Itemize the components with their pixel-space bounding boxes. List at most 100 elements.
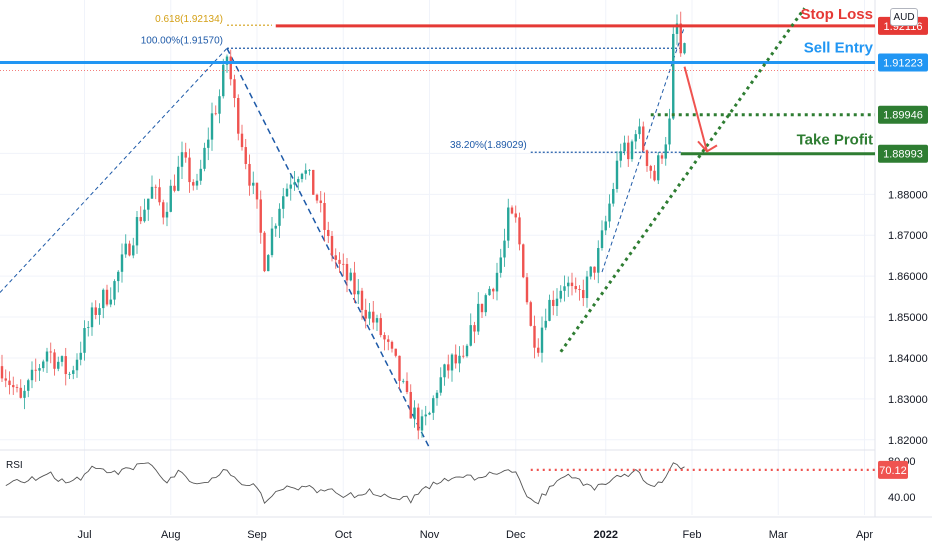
candle-body <box>338 259 341 264</box>
time-tick-label: Sep <box>247 529 267 541</box>
candle-body <box>188 157 191 183</box>
candle-body <box>597 248 600 273</box>
candle-body <box>98 308 101 315</box>
candle-body <box>537 347 540 353</box>
candle-body <box>510 207 514 214</box>
candle-body <box>165 211 169 218</box>
rsi-title: RSI <box>6 460 23 471</box>
candle-body <box>623 142 626 152</box>
candle-body <box>499 257 502 273</box>
candle-body <box>135 217 139 246</box>
candle-body <box>533 325 536 348</box>
candle-body <box>300 173 304 180</box>
currency-button[interactable]: AUD <box>890 8 918 26</box>
candle-body <box>184 152 187 158</box>
candle-body <box>424 414 427 417</box>
candle-body <box>192 182 195 186</box>
candle-body <box>544 320 547 328</box>
candle-body <box>282 196 285 209</box>
price-tag <box>878 105 928 124</box>
candle-body <box>630 141 634 160</box>
candle-body <box>323 203 326 230</box>
candle-body <box>375 318 379 323</box>
time-tick-label: Jul <box>77 529 91 541</box>
candle-body <box>462 355 465 357</box>
sell-arrow-shaft <box>683 66 708 152</box>
candle-body <box>383 335 386 340</box>
candle-body <box>102 289 105 309</box>
candle-body <box>45 351 49 362</box>
candle-body <box>68 373 71 375</box>
candle-body <box>150 186 154 199</box>
candle-body <box>83 328 86 353</box>
candle-body <box>405 380 409 392</box>
candle-body <box>308 169 311 171</box>
candle-body <box>664 144 667 159</box>
candle-body <box>394 348 397 356</box>
time-tick-label: Oct <box>335 529 352 541</box>
candle-body <box>64 356 67 375</box>
candle-body <box>53 352 56 369</box>
time-tick-label: Apr <box>856 529 873 541</box>
candle-body <box>552 299 555 306</box>
candle-body <box>263 232 266 272</box>
fib-382-label: 38.20%(1.89029) <box>450 140 527 151</box>
candle-body <box>353 272 356 295</box>
candle-body <box>357 290 360 295</box>
fib-100-label: 100.00%(1.91570) <box>141 35 223 46</box>
candle-body <box>34 369 37 371</box>
candle-body <box>173 185 176 191</box>
candle-body <box>72 370 75 374</box>
candle-body <box>19 387 22 398</box>
time-axis: Jul Aug Sep Oct Nov Dec 2022 Feb Mar Apr <box>77 529 873 541</box>
fib-leg-2 <box>226 47 431 449</box>
candle-body <box>90 307 94 328</box>
candle-body <box>675 23 679 34</box>
candle-body <box>619 151 622 161</box>
candle-body <box>600 230 604 249</box>
candle-body <box>525 277 529 303</box>
candle-body <box>360 290 364 310</box>
candle-body <box>293 182 296 185</box>
fib-618-label: 0.618(1.92134) <box>155 14 223 25</box>
candle-body <box>312 169 315 195</box>
candle-body <box>417 407 420 431</box>
candle-body <box>578 289 581 291</box>
candle-body <box>345 263 349 281</box>
price-tick-label: 1.86000 <box>888 271 928 283</box>
candle-body <box>330 236 334 256</box>
time-tick-label: 2022 <box>594 529 618 541</box>
candle-body <box>420 416 424 431</box>
candle-body <box>342 263 345 265</box>
candle-body <box>585 276 589 299</box>
stop-loss-label: Stop Loss <box>800 6 873 23</box>
candle-body <box>240 133 244 148</box>
candle-body <box>443 364 446 378</box>
candle-body <box>319 200 322 204</box>
candle-body <box>473 325 476 332</box>
take-profit-label: Take Profit <box>797 132 873 149</box>
candle-body <box>57 361 60 369</box>
candle-body <box>225 56 229 65</box>
candle-body <box>660 155 664 159</box>
time-tick-label: Dec <box>506 529 526 541</box>
candle-body <box>477 303 480 332</box>
candle-body <box>638 126 641 135</box>
candle-body <box>627 142 630 160</box>
candle-body <box>233 79 236 99</box>
sell-entry-label: Sell Entry <box>804 39 874 56</box>
candle-body <box>567 282 570 287</box>
candle-body <box>563 286 566 291</box>
candle-body <box>683 43 686 54</box>
candle-body <box>668 118 671 145</box>
rsi-tick-label: 40.00 <box>888 492 916 504</box>
candle-body <box>495 272 499 292</box>
candle-body <box>387 339 390 342</box>
candle-body <box>428 412 431 415</box>
candle-body <box>327 229 330 237</box>
candle-body <box>608 203 611 222</box>
candle-body <box>582 290 585 299</box>
candle-body <box>289 184 292 189</box>
candle-body <box>139 217 142 222</box>
candle-body <box>162 202 165 218</box>
